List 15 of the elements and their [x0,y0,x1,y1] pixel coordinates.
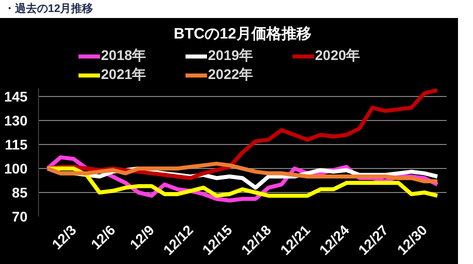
legend-label: 2021年 [101,66,148,84]
y-tick-label: 130 [4,112,28,128]
y-tick-label: 145 [4,88,28,104]
y-tick-label: 70 [12,208,28,224]
legend-label: 2019年 [208,47,254,65]
text: ・過去の12月推移 [4,2,94,17]
line-series [46,166,440,198]
y-tick-label: 115 [4,136,28,152]
y-tick-label: 100 [4,160,28,176]
legend-label: 2022年 [208,66,254,84]
legend-label: 2020年 [315,47,362,65]
y-tick-label: 85 [12,184,28,200]
chart-title: BTCの12月価格推移 [174,26,312,42]
legend-label: 2018年 [101,47,148,65]
line-series [46,162,440,184]
